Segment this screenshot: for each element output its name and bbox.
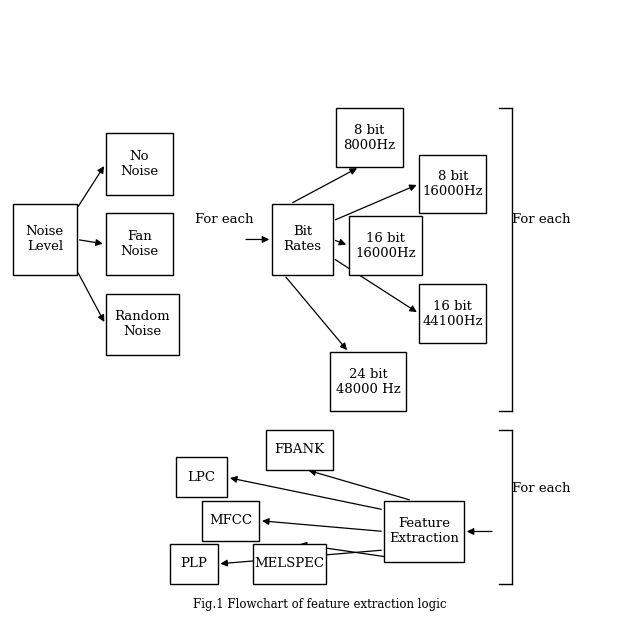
- Text: For each: For each: [195, 213, 253, 226]
- FancyBboxPatch shape: [202, 501, 259, 541]
- Text: For each: For each: [512, 213, 570, 226]
- Text: FBANK: FBANK: [274, 443, 324, 456]
- Text: Fig.1 Flowchart of feature extraction logic: Fig.1 Flowchart of feature extraction lo…: [193, 598, 447, 611]
- Text: For each: For each: [512, 481, 570, 495]
- FancyBboxPatch shape: [106, 133, 173, 195]
- FancyBboxPatch shape: [272, 204, 333, 275]
- FancyBboxPatch shape: [176, 457, 227, 497]
- FancyBboxPatch shape: [419, 284, 486, 343]
- Text: LPC: LPC: [188, 471, 216, 484]
- Text: Fan
Noise: Fan Noise: [120, 230, 158, 258]
- Text: MFCC: MFCC: [209, 514, 252, 527]
- FancyBboxPatch shape: [419, 154, 486, 213]
- Text: 8 bit
8000Hz: 8 bit 8000Hz: [344, 124, 396, 151]
- FancyBboxPatch shape: [253, 544, 326, 584]
- Text: PLP: PLP: [180, 557, 207, 570]
- FancyBboxPatch shape: [349, 216, 422, 275]
- FancyBboxPatch shape: [266, 430, 333, 470]
- Text: Bit
Rates: Bit Rates: [284, 226, 321, 253]
- FancyBboxPatch shape: [106, 213, 173, 275]
- Text: MELSPEC: MELSPEC: [255, 557, 324, 570]
- FancyBboxPatch shape: [170, 544, 218, 584]
- Text: Random
Noise: Random Noise: [115, 310, 170, 339]
- Text: Feature
Extraction: Feature Extraction: [389, 517, 459, 546]
- Text: 16 bit
16000Hz: 16 bit 16000Hz: [355, 232, 416, 260]
- Text: Noise
Level: Noise Level: [26, 226, 64, 253]
- FancyBboxPatch shape: [384, 501, 464, 562]
- Text: 8 bit
16000Hz: 8 bit 16000Hz: [422, 170, 483, 198]
- FancyBboxPatch shape: [106, 294, 179, 355]
- FancyBboxPatch shape: [13, 204, 77, 275]
- Text: No
Noise: No Noise: [120, 150, 158, 178]
- Text: 24 bit
48000 Hz: 24 bit 48000 Hz: [335, 368, 401, 396]
- FancyBboxPatch shape: [336, 108, 403, 167]
- FancyBboxPatch shape: [330, 352, 406, 411]
- Text: 16 bit
44100Hz: 16 bit 44100Hz: [422, 300, 483, 328]
